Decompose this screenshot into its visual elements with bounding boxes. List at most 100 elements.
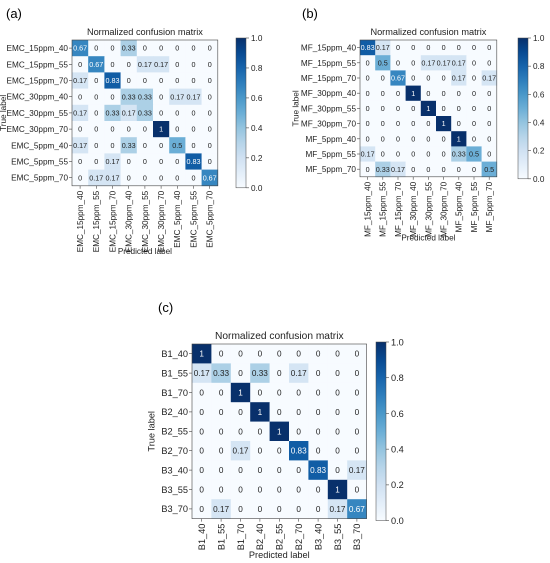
cell-value-label: 0 xyxy=(159,173,163,182)
cell-value-label: 0 xyxy=(238,350,243,359)
cell-value-label: 0 xyxy=(366,165,370,174)
heatmap-cell xyxy=(405,161,422,178)
cell-value-label: 0.33 xyxy=(138,108,152,117)
heatmap-cell xyxy=(289,479,309,500)
heatmap-cell xyxy=(308,363,329,384)
cell-value-label: 0 xyxy=(457,104,461,113)
x-tick-label: EMC_5ppm_70 xyxy=(206,190,215,247)
cell-value-label: 0 xyxy=(296,388,301,397)
cell-value-label: 0 xyxy=(355,447,360,456)
heatmap-cell xyxy=(390,70,406,86)
heatmap-cell xyxy=(72,72,89,89)
heatmap-cell xyxy=(308,460,329,481)
heatmap-cell xyxy=(360,100,376,117)
cell-value-label: 0 xyxy=(381,104,385,113)
cell-value-label: 0 xyxy=(111,60,115,69)
heatmap-cell xyxy=(153,137,170,154)
heatmap-cell xyxy=(405,55,422,71)
cell-value-label: 0 xyxy=(238,505,243,514)
heatmap-cell xyxy=(104,56,121,73)
cell-value-label: 0 xyxy=(199,485,204,494)
heatmap-cell xyxy=(360,161,376,178)
cell-value-label: 0 xyxy=(355,485,360,494)
cell-value-label: 0 xyxy=(457,43,461,52)
y-tick-label: EMC_15ppm_40 xyxy=(7,44,69,53)
cell-value-label: 0 xyxy=(159,44,163,53)
y-tick-label: B1_70 xyxy=(161,388,188,398)
y-axis-label: True label xyxy=(291,90,300,126)
heatmap-cell xyxy=(289,363,309,384)
heatmap-cell xyxy=(405,116,422,132)
heatmap-cell xyxy=(201,40,219,57)
y-tick-label: EMC_30ppm_55 xyxy=(7,109,69,118)
heatmap-cell xyxy=(120,72,138,89)
heatmap-cell xyxy=(347,344,367,364)
heatmap-cell xyxy=(230,402,251,422)
heatmap-cell xyxy=(211,460,232,481)
cell-value-label: 0.17 xyxy=(213,505,229,514)
y-tick-label: EMC_5ppm_40 xyxy=(11,141,68,150)
cell-value-label: 1 xyxy=(426,104,430,113)
cell-value-label: 0 xyxy=(192,108,196,117)
cell-value-label: 0 xyxy=(199,388,204,397)
y-tick-label: EMC_5ppm_55 xyxy=(11,157,68,166)
cell-value-label: 0 xyxy=(219,350,224,359)
cell-value-label: 0 xyxy=(208,157,212,166)
cell-value-label: 0 xyxy=(143,157,147,166)
cell-value-label: 0 xyxy=(426,150,430,159)
heatmap-cell xyxy=(185,56,202,73)
heatmap-cell xyxy=(211,402,232,422)
heatmap-cell xyxy=(153,104,170,122)
heatmap-cell xyxy=(269,363,290,384)
heatmap-cell xyxy=(201,72,219,89)
heatmap-cell xyxy=(250,382,270,403)
cell-value-label: 0 xyxy=(258,505,263,514)
cell-value-label: 0 xyxy=(457,89,461,98)
heatmap-cell xyxy=(451,40,467,56)
heatmap-cell xyxy=(192,499,212,519)
cell-value-label: 0 xyxy=(192,125,196,134)
cell-value-label: 0 xyxy=(277,505,282,514)
heatmap-cell xyxy=(104,72,121,89)
cell-value-label: 1 xyxy=(277,427,282,436)
cell-value-label: 0 xyxy=(175,60,179,69)
heatmap-cell xyxy=(289,421,309,442)
heatmap-cell xyxy=(169,153,186,170)
cell-value-label: 0 xyxy=(175,108,179,117)
cell-value-label: 0 xyxy=(78,92,82,101)
cell-value-label: 0 xyxy=(411,119,415,128)
heatmap-cell xyxy=(230,382,251,403)
x-tick-label: B1_70 xyxy=(236,524,246,551)
heatmap-cell xyxy=(360,40,376,56)
cell-value-label: 0 xyxy=(411,58,415,67)
cell-value-label: 0.67 xyxy=(73,44,87,53)
heatmap-cell xyxy=(230,421,251,442)
cell-value-label: 0 xyxy=(208,141,212,150)
heatmap-cell xyxy=(481,55,498,71)
x-tick-label: EMC_5ppm_40 xyxy=(173,190,182,247)
heatmap-cell xyxy=(481,146,498,162)
heatmap-cell xyxy=(466,40,482,56)
heatmap-cell xyxy=(230,363,251,384)
x-tick-label: EMC_30ppm_55 xyxy=(141,190,150,252)
x-axis-label: Predicted label xyxy=(249,550,310,560)
heatmap-cell xyxy=(72,56,89,73)
x-tick-label: MF_5ppm_40 xyxy=(455,181,464,232)
heatmap-cell xyxy=(360,70,376,86)
cell-value-label: 0 xyxy=(396,43,400,52)
cell-value-label: 0.17 xyxy=(330,505,346,514)
heatmap-cell xyxy=(88,104,105,122)
cell-value-label: 0 xyxy=(487,43,491,52)
cell-value-label: 0.33 xyxy=(452,150,466,159)
heatmap-cell xyxy=(192,344,212,364)
panel-label-c: (c) xyxy=(158,300,174,315)
cell-value-label: 0 xyxy=(381,150,385,159)
y-tick-label: B2_70 xyxy=(161,446,188,456)
heatmap-cell xyxy=(136,137,154,154)
heatmap-cell xyxy=(136,121,154,138)
cell-value-label: 0.5 xyxy=(378,58,388,67)
heatmap-cell xyxy=(327,402,348,422)
y-tick-label: MF_5ppm_40 xyxy=(305,135,356,144)
heatmap-cell xyxy=(192,441,212,461)
cell-value-label: 0 xyxy=(208,44,212,53)
